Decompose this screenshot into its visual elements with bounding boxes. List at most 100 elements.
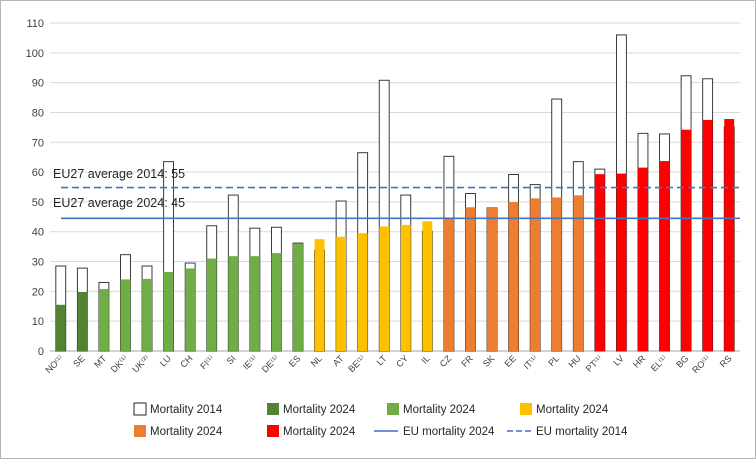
legend-swatch-orange: [134, 425, 146, 437]
y-tick-label: 0: [38, 346, 44, 358]
legend-label: Mortality 2024: [283, 426, 356, 438]
bars: [55, 34, 735, 352]
bar-2024-1: [77, 291, 88, 351]
annotation-avg-2014: EU27 average 2014: 55: [53, 167, 185, 181]
x-tick-label: EL⁽¹⁾: [649, 353, 669, 373]
bar-2024-6: [185, 268, 196, 351]
bar-2024-7: [206, 258, 217, 351]
y-tick-label: 50: [32, 197, 44, 209]
bar-2024-13: [336, 236, 347, 351]
legend-label: Mortality 2024: [403, 404, 476, 416]
x-tick-label: NL: [309, 353, 324, 368]
bar-2024-8: [228, 256, 239, 351]
x-tick-label: IL: [419, 353, 431, 365]
y-tick-label: 40: [32, 227, 44, 239]
x-tick-label: SE: [71, 353, 87, 369]
bar-2024-18: [443, 217, 454, 351]
bar-2024-2: [98, 288, 109, 351]
x-tick-label: EE: [502, 353, 518, 369]
legend-swatch-red: [267, 425, 279, 437]
x-tick-label: SI: [225, 353, 238, 366]
x-tick-label: PT⁽¹⁾: [584, 353, 604, 373]
x-axis: NO⁽¹⁾ SE MT DK⁽¹⁾ UK⁽²⁾ LU CH FI⁽¹⁾ SI IE⁽¹⁾ DE⁽¹⁾…: [43, 353, 733, 375]
bar-2024-5: [163, 271, 174, 351]
x-tick-label: ES: [287, 353, 303, 369]
legend-swatch-green: [387, 403, 399, 415]
bar-2024-10: [271, 253, 282, 351]
y-axis: 0 10 20 30 40 50 60 70 80 90 100 110: [26, 18, 44, 358]
x-tick-label: SK: [481, 353, 497, 369]
legend-label: Mortality 2024: [283, 404, 356, 416]
bar-2024-0: [55, 304, 66, 351]
y-tick-label: 80: [32, 107, 44, 119]
x-tick-label: RS: [718, 353, 734, 369]
y-tick-label: 20: [32, 286, 44, 298]
bar-2024-27: [638, 167, 648, 351]
x-tick-label: CZ: [438, 353, 454, 369]
bar-2024-14: [357, 233, 368, 351]
y-tick-label: 100: [26, 48, 44, 60]
y-tick-label: 70: [32, 137, 44, 149]
bar-2024-31: [724, 119, 735, 351]
legend-swatch-dark_green: [267, 403, 279, 415]
bar-2024-24: [573, 195, 584, 351]
bar-2024-21: [508, 201, 519, 351]
x-tick-label: PL: [546, 353, 561, 368]
bar-2024-26: [616, 173, 627, 351]
x-tick-label: BG: [674, 353, 690, 369]
bar-2024-4: [142, 278, 152, 351]
legend-label: Mortality 2024: [536, 404, 609, 416]
bar-2024-12: [314, 239, 325, 351]
bar-2024-16: [400, 224, 411, 351]
legend-label: EU mortality 2014: [536, 426, 628, 438]
legend-swatch-yellow: [520, 403, 532, 415]
x-tick-label: CH: [178, 353, 194, 369]
bar-2024-20: [487, 206, 497, 351]
legend-label: Mortality 2024: [150, 426, 223, 438]
x-tick-label: NO⁽¹⁾: [43, 353, 65, 375]
x-tick-label: HU: [566, 353, 582, 369]
x-tick-label: RO⁽¹⁾: [690, 353, 712, 375]
bar-2024-19: [465, 207, 476, 351]
x-tick-label: MT: [92, 353, 109, 370]
x-tick-label: DK⁽¹⁾: [109, 353, 130, 374]
y-tick-label: 10: [32, 316, 44, 328]
bar-2024-28: [659, 161, 670, 351]
x-tick-label: BE⁽¹⁾: [346, 353, 367, 374]
x-tick-label: AT: [331, 353, 346, 368]
x-tick-label: FI⁽¹⁾: [198, 353, 216, 371]
annotations: EU27 average 2014: 55 EU27 average 2024:…: [53, 167, 185, 210]
legend-label: Mortality 2014: [150, 404, 223, 416]
x-tick-label: LT: [375, 353, 389, 367]
y-tick-label: 110: [26, 18, 44, 30]
y-tick-label: 60: [32, 167, 44, 179]
bar-2024-3: [120, 279, 131, 351]
legend-swatch-outline: [133, 402, 147, 416]
x-tick-label: UK⁽²⁾: [130, 353, 151, 374]
annotation-avg-2024: EU27 average 2024: 45: [53, 196, 185, 210]
bar-2024-23: [551, 197, 562, 351]
bar-2024-25: [594, 174, 605, 351]
legend-label: EU mortality 2024: [403, 426, 495, 438]
x-tick-label: CY: [394, 353, 410, 369]
y-tick-label: 90: [32, 78, 44, 90]
bar-2024-29: [681, 129, 692, 351]
x-tick-label: LU: [158, 353, 173, 368]
bar-2024-30: [702, 119, 713, 351]
bar-2024-15: [379, 226, 390, 351]
average-lines: [61, 186, 740, 220]
y-tick-label: 30: [32, 257, 44, 269]
x-tick-label: IT⁽¹⁾: [522, 353, 540, 371]
x-tick-label: FR: [459, 353, 475, 369]
x-tick-label: DE⁽¹⁾: [260, 353, 281, 374]
x-tick-label: HR: [631, 353, 648, 370]
x-tick-label: LV: [611, 353, 625, 367]
bar-2024-9: [249, 256, 260, 351]
legend: Mortality 2014 Mortality 2024 Mortality 20…: [133, 402, 628, 438]
x-tick-label: IE⁽¹⁾: [241, 353, 259, 371]
bar-2024-11: [293, 243, 303, 351]
bar-2024-22: [530, 198, 541, 351]
bar-2024-17: [422, 221, 433, 351]
